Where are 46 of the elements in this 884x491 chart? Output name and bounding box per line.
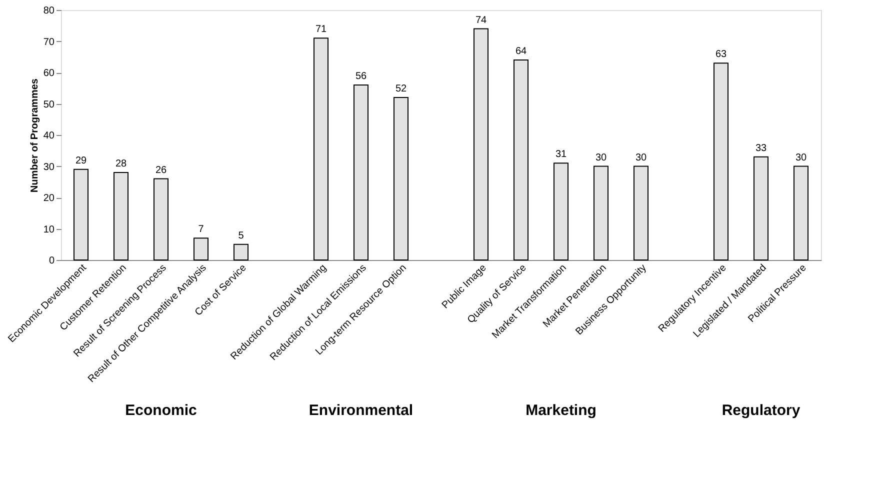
bar xyxy=(594,166,608,260)
y-tick-label: 30 xyxy=(43,162,55,173)
y-tick-label: 80 xyxy=(43,6,55,16)
data-label: 30 xyxy=(595,152,607,164)
data-label: 52 xyxy=(395,84,407,94)
bar xyxy=(394,97,408,260)
y-tick-label: 60 xyxy=(43,68,55,79)
bar xyxy=(194,238,208,260)
data-label: 74 xyxy=(475,14,487,26)
text: Regulatory xyxy=(722,402,801,419)
bar xyxy=(514,60,528,260)
bar xyxy=(754,156,768,260)
data-label: 63 xyxy=(715,49,727,60)
y-tick-label: 0 xyxy=(48,256,55,266)
data-label: 71 xyxy=(315,24,327,36)
bar xyxy=(634,166,648,260)
data-label: 64 xyxy=(515,46,527,57)
y-tick-label: 50 xyxy=(43,99,55,110)
text: Environmental xyxy=(308,402,414,419)
bar xyxy=(474,28,488,260)
bar xyxy=(314,38,328,260)
data-label: 31 xyxy=(555,149,567,160)
data-label: 30 xyxy=(795,152,807,164)
data-label: 56 xyxy=(355,71,367,82)
bar xyxy=(114,172,128,260)
data-label: 33 xyxy=(755,142,767,154)
y-tick-label: 20 xyxy=(43,193,55,204)
data-label: 30 xyxy=(635,152,647,164)
data-label: 26 xyxy=(155,164,167,176)
y-tick-label: 70 xyxy=(43,36,55,48)
bar xyxy=(354,84,368,260)
y-tick-label: 10 xyxy=(43,224,55,236)
y-tick-label: 40 xyxy=(43,130,55,142)
data-label: 5 xyxy=(238,230,244,242)
bar xyxy=(154,178,168,260)
data-label: 28 xyxy=(115,158,127,170)
bar xyxy=(714,62,728,260)
text: Economic xyxy=(125,402,197,419)
bar xyxy=(794,166,808,260)
bar xyxy=(74,168,88,260)
bar xyxy=(234,244,248,260)
y-axis-title: Number of Programmes xyxy=(29,78,40,192)
bar xyxy=(554,162,568,260)
data-label: 29 xyxy=(75,155,87,166)
text: Marketing xyxy=(526,402,596,419)
data-label: 7 xyxy=(198,224,204,236)
